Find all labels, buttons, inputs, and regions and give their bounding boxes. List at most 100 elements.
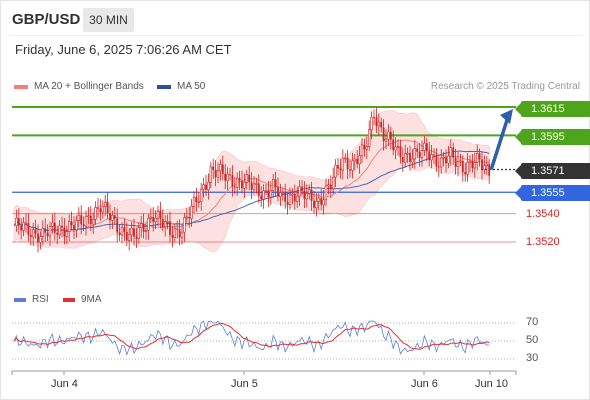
candle-body-down (437, 166, 440, 168)
candle-body-down (159, 211, 162, 219)
candle-body-up (68, 221, 71, 232)
candle-body-up (360, 144, 364, 157)
forecast-arrow (489, 109, 513, 171)
candle-body-up (226, 173, 229, 181)
candle-body-up (219, 164, 222, 171)
candle-body-down (389, 131, 392, 140)
candle-body-down (80, 215, 83, 225)
candle-body-up (466, 162, 469, 175)
timestamp: Friday, June 6, 2025 7:06:26 AM CET (15, 42, 232, 57)
candle-body-down (274, 179, 277, 188)
candle-body-up (485, 163, 488, 166)
candle-body-down (401, 157, 404, 163)
candle-body-up (264, 190, 268, 192)
rsi-tick-50: 50 (526, 334, 539, 346)
candle-body-up (31, 229, 35, 238)
candle-body-down (142, 223, 145, 232)
x-tick-jun6: Jun 6 (411, 378, 438, 390)
candle-body-down (428, 151, 431, 160)
candle-body-up (252, 183, 256, 191)
candle-body-down (44, 228, 47, 233)
candle-body-up (101, 205, 105, 213)
candle-body-up (58, 225, 61, 235)
candle-body-down (257, 183, 260, 196)
candle-body-up (243, 182, 246, 189)
candle-body-up (377, 121, 380, 127)
x-axis (11, 370, 517, 375)
rsi-panel (12, 320, 516, 360)
candle-body-up (183, 217, 186, 233)
candle-body-down (70, 221, 73, 226)
candle-body-up (216, 170, 220, 178)
candle-body-up (48, 226, 52, 237)
rsi-ma-label: 9MA (81, 294, 102, 305)
label-current-price: 1.3571 (515, 163, 590, 179)
candle-body-down (471, 161, 474, 169)
candle-body-down (125, 231, 128, 241)
candle-body-down (113, 215, 116, 219)
candle-body-up (353, 158, 356, 162)
candle-body-down (37, 233, 39, 243)
candle-body-up (334, 164, 337, 178)
candle-body-up (370, 116, 373, 131)
candle-body-up (327, 184, 330, 187)
candle-body-down (320, 197, 323, 205)
candle-body-up (315, 201, 318, 209)
candle-body-up (236, 177, 239, 188)
candle-body-down (284, 192, 287, 202)
candle-body-up (245, 174, 248, 183)
candle-body-up (456, 161, 460, 168)
legend-ma20: MA 20 + Bollinger Bands (14, 81, 144, 92)
candle-body-up (94, 207, 97, 220)
candle-body-up (255, 183, 258, 185)
candle-body-down (176, 228, 179, 230)
candle-body-down (224, 173, 227, 181)
timeframe-button[interactable]: 30 MIN (83, 8, 134, 32)
candle-body-up (288, 194, 292, 205)
candle-body-up (447, 155, 450, 164)
legend-rsi: RSI (14, 294, 49, 305)
label-pivot: 1.3555 (515, 185, 590, 201)
candle-body-up (120, 227, 124, 236)
candle-body-down (135, 236, 138, 239)
candle-body-up (351, 160, 354, 171)
candle-body-down (178, 229, 181, 238)
ma50-swatch (157, 84, 171, 89)
candle-body-up (411, 158, 414, 163)
candle-body-up (41, 227, 45, 237)
candle-body-up (65, 231, 69, 237)
rsi-ma-swatch (63, 297, 75, 302)
currency-pair-title: GBP/USD (12, 11, 81, 28)
candle-body-down (454, 157, 457, 167)
candle-body-down (34, 229, 37, 234)
candle-body-up (413, 148, 416, 160)
label-r2: 1.3615 (515, 101, 590, 117)
candle-body-down (212, 166, 215, 171)
candle-body-down (116, 218, 119, 233)
candle-body-down (133, 228, 135, 237)
candle-body-up (442, 157, 445, 159)
candle-body-up (130, 227, 133, 236)
candle-body-down (231, 174, 234, 187)
header: GBP/USD 30 MIN (1, 1, 589, 39)
candle-body-up (305, 193, 308, 200)
candle-body-down (53, 222, 56, 233)
candle-body-up (192, 196, 196, 207)
candle-body-up (75, 220, 78, 230)
candle-body-up (104, 201, 107, 207)
candle-body-up (197, 201, 200, 204)
candle-body-up (207, 182, 210, 191)
candle-body-down (20, 225, 23, 231)
candle-body-up (394, 146, 397, 151)
candle-body-down (221, 164, 224, 174)
candle-body-up (269, 190, 272, 198)
rsi-tick-30: 30 (526, 352, 539, 364)
candle-body-up (403, 153, 407, 163)
candle-body-up (15, 217, 18, 226)
candle-body-down (229, 174, 231, 176)
candle-body-up (439, 157, 443, 168)
candle-body-up (200, 188, 203, 203)
x-tick-jun4: Jun 4 (51, 378, 78, 390)
candle-body-down (205, 184, 207, 190)
